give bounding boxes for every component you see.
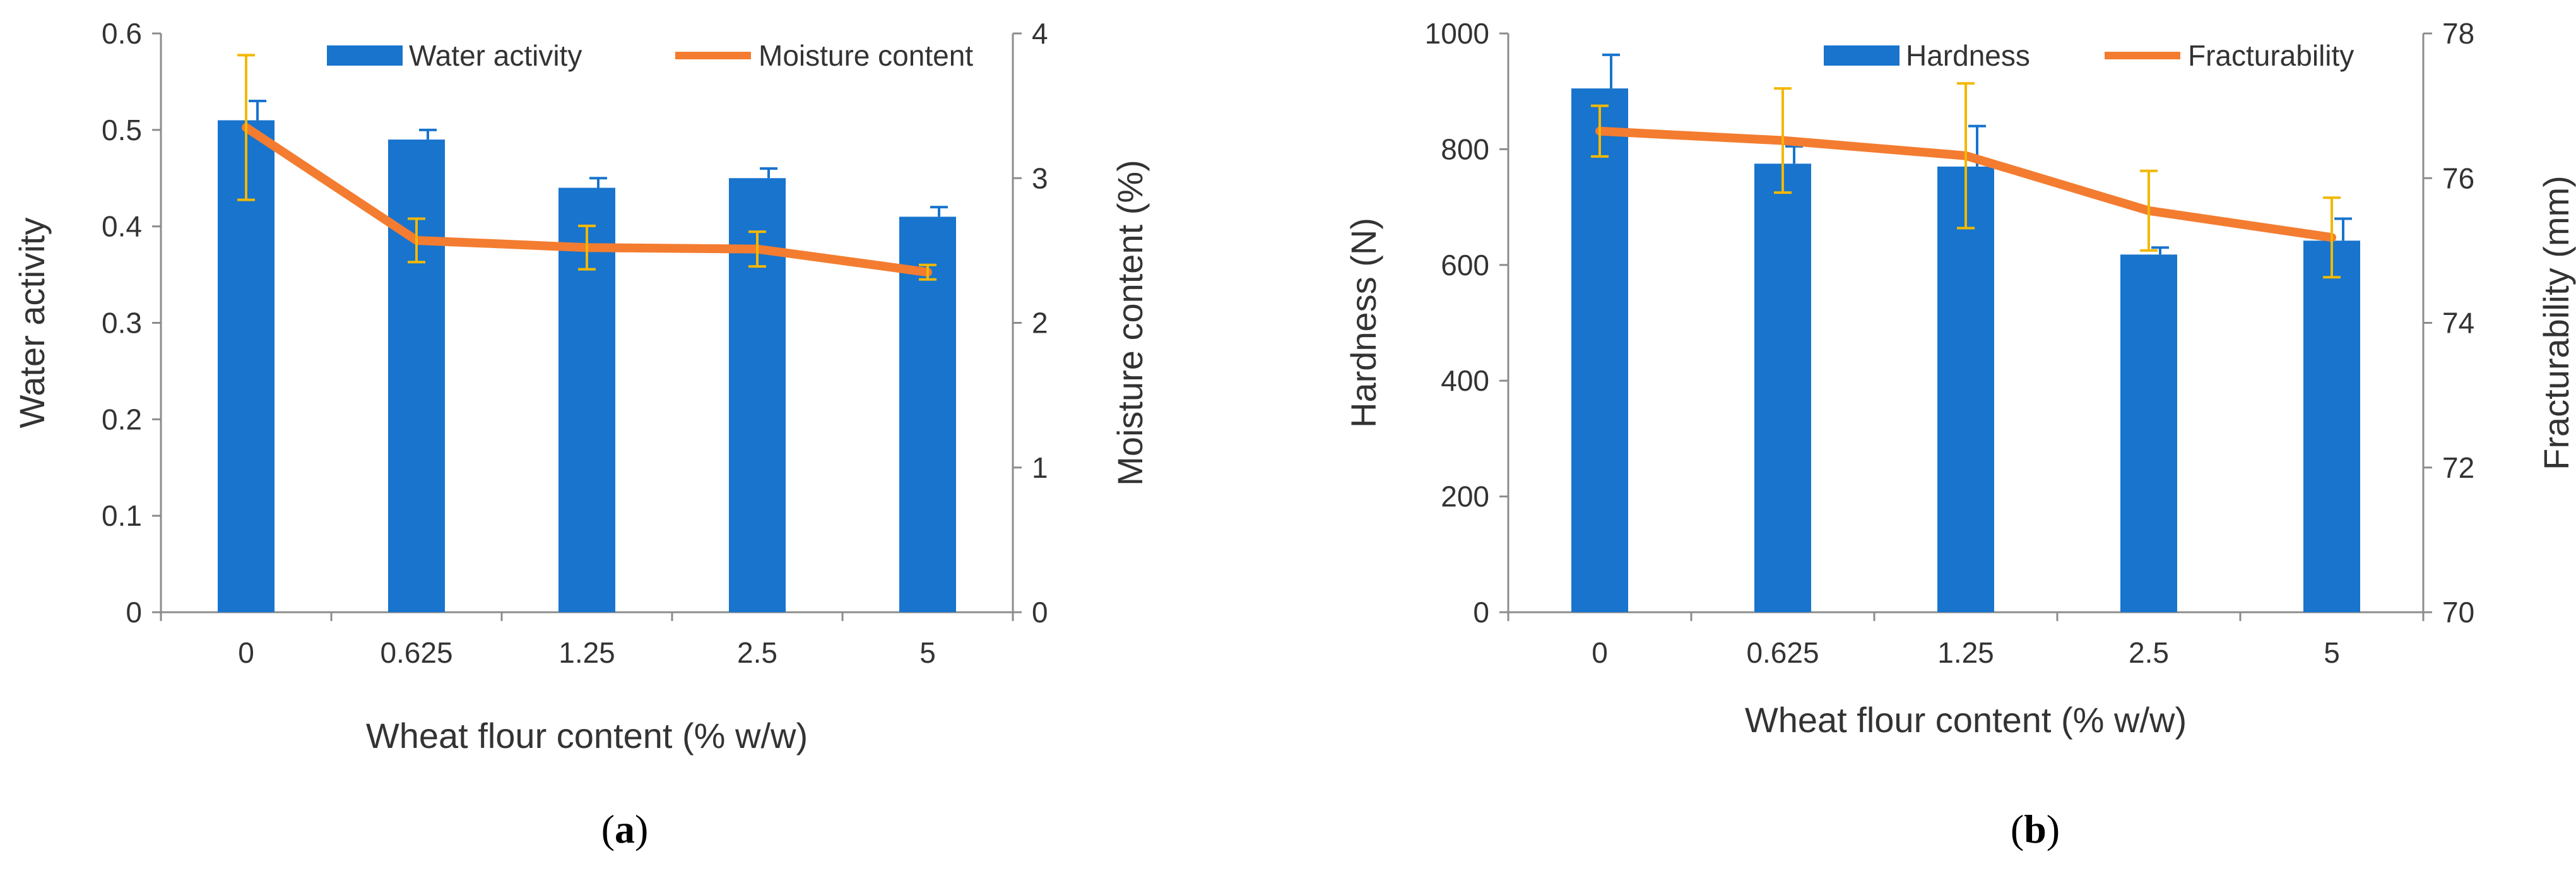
right-tick-label: 1	[1032, 451, 1048, 484]
left-tick-label: 600	[1441, 249, 1489, 281]
bar	[218, 120, 275, 613]
x-tick-label: 0.625	[1746, 636, 1819, 669]
x-tick-label: 5	[919, 636, 936, 669]
x-tick-label: 5	[2324, 636, 2340, 669]
bar	[899, 216, 956, 613]
x-tick-label: 1.25	[558, 636, 615, 669]
right-tick-label: 0	[1032, 596, 1048, 629]
x-axis-title: Wheat flour content (% w/w)	[1745, 700, 2187, 740]
right-axis-title: Moisture content (%)	[1110, 160, 1150, 486]
bar	[388, 139, 445, 612]
chart-panel-a: 0 0.1 0.2 0.3 0.4 0.5 0.6 0 1 2 3 4 0 0.625 1.25 2.5 5 Wa…	[12, 17, 1150, 851]
left-tick-label: 0	[1473, 596, 1489, 629]
legend-label-line: Fracturability	[2188, 39, 2354, 72]
right-tick-label: 72	[2442, 451, 2474, 484]
left-tick-label: 200	[1441, 480, 1489, 513]
right-tick-label: 2	[1032, 307, 1048, 340]
legend-swatch-bar	[327, 45, 403, 66]
left-axis-title: Hardness (N)	[1344, 218, 1383, 428]
right-tick-label: 78	[2442, 17, 2474, 50]
right-axis-title: Fracturability (mm)	[2536, 175, 2576, 470]
panel-caption: (a)	[601, 807, 649, 851]
panel-caption: (b)	[2011, 807, 2060, 851]
left-tick-label: 1000	[1425, 17, 1489, 50]
right-tick-label: 4	[1032, 17, 1048, 50]
left-tick-label: 0.3	[102, 307, 142, 340]
x-tick-label: 0	[1592, 636, 1608, 669]
left-tick-label: 0.1	[102, 499, 142, 532]
left-tick-label: 0.5	[102, 114, 142, 146]
x-tick-label: 0.625	[380, 636, 452, 669]
left-tick-label: 0.4	[102, 210, 142, 243]
chart-panel-b: 0 200 400 600 800 1000 70 72 74 76 78 0 0.625 1.25 2.5…	[1344, 17, 2576, 851]
bar	[2120, 254, 2177, 612]
right-tick-label: 70	[2442, 596, 2474, 629]
legend-label-bar: Hardness	[1906, 39, 2030, 72]
left-tick-label: 0	[126, 596, 142, 629]
left-tick-label: 0.2	[102, 403, 142, 436]
right-tick-label: 74	[2442, 307, 2474, 340]
left-tick-label: 400	[1441, 364, 1489, 397]
bar	[2303, 240, 2360, 612]
right-tick-label: 3	[1032, 162, 1048, 194]
right-tick-label: 76	[2442, 162, 2474, 194]
left-axis-title: Water activity	[12, 218, 52, 429]
x-axis-title: Wheat flour content (% w/w)	[366, 716, 808, 756]
legend-label-line: Moisture content	[759, 39, 973, 72]
x-tick-label: 0	[238, 636, 254, 669]
bar	[1937, 166, 1994, 612]
left-tick-label: 800	[1441, 133, 1489, 165]
left-tick-label: 0.6	[102, 17, 142, 50]
bar	[1754, 163, 1811, 612]
bar	[1571, 88, 1628, 613]
x-tick-label: 2.5	[2129, 636, 2169, 669]
x-tick-label: 1.25	[1937, 636, 1994, 669]
legend-label-bar: Water activity	[409, 39, 582, 72]
x-tick-label: 2.5	[737, 636, 777, 669]
legend-swatch-bar	[1824, 45, 1900, 66]
